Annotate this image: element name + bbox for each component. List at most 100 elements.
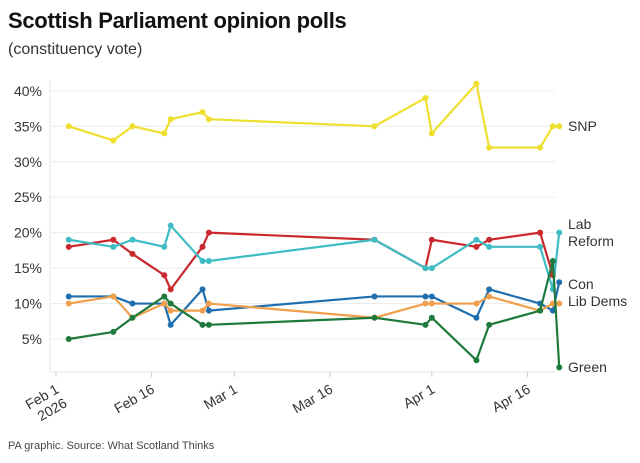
data-point bbox=[205, 300, 212, 307]
series-label: Green bbox=[568, 359, 607, 375]
data-point bbox=[161, 130, 168, 137]
data-point bbox=[486, 236, 493, 243]
data-point bbox=[473, 80, 480, 87]
data-point bbox=[65, 300, 72, 307]
data-point bbox=[199, 286, 206, 293]
data-point bbox=[167, 321, 174, 328]
series-label: Lib Dems bbox=[568, 293, 627, 309]
data-point bbox=[486, 293, 493, 300]
y-tick-label: 10% bbox=[14, 296, 42, 312]
data-point bbox=[199, 243, 206, 250]
series-label: Con bbox=[568, 276, 594, 292]
series-label: SNP bbox=[568, 118, 597, 134]
data-point bbox=[549, 258, 556, 265]
data-point bbox=[167, 116, 174, 123]
y-tick-label: 15% bbox=[14, 260, 42, 276]
data-point bbox=[129, 123, 136, 130]
y-tick-label: 30% bbox=[14, 154, 42, 170]
data-point bbox=[129, 300, 136, 307]
x-tick-label: Apr 1 bbox=[400, 381, 437, 412]
data-point bbox=[167, 222, 174, 229]
chart-title: Scottish Parliament opinion polls bbox=[8, 8, 347, 33]
y-tick-label: 25% bbox=[14, 189, 42, 205]
data-point bbox=[199, 258, 206, 265]
data-point bbox=[110, 236, 117, 243]
data-point bbox=[549, 307, 556, 314]
data-point bbox=[556, 229, 563, 236]
data-point bbox=[110, 293, 117, 300]
x-tick-label: Mar 1 bbox=[201, 381, 240, 413]
source-note: PA graphic. Source: What Scotland Thinks bbox=[8, 440, 215, 452]
data-point bbox=[167, 300, 174, 307]
data-point bbox=[428, 300, 435, 307]
data-point bbox=[110, 137, 117, 144]
series-label: Reform bbox=[568, 233, 614, 249]
data-point bbox=[422, 265, 429, 272]
data-point bbox=[205, 321, 212, 328]
data-point bbox=[65, 336, 72, 342]
data-point bbox=[65, 236, 72, 243]
data-point bbox=[473, 300, 480, 307]
data-point bbox=[537, 229, 544, 236]
data-point bbox=[129, 236, 136, 243]
data-point bbox=[473, 314, 480, 321]
data-point bbox=[371, 236, 378, 243]
y-tick-label: 5% bbox=[22, 331, 42, 347]
data-point bbox=[473, 357, 480, 364]
series-label: Lab bbox=[568, 216, 592, 232]
data-point bbox=[537, 243, 544, 250]
x-tick-label: Apr 16 bbox=[489, 381, 533, 416]
data-point bbox=[428, 314, 435, 321]
data-point bbox=[422, 321, 429, 328]
data-point bbox=[199, 307, 206, 314]
data-point bbox=[161, 272, 168, 279]
data-point bbox=[65, 293, 72, 300]
y-tick-label: 40% bbox=[14, 83, 42, 99]
data-point bbox=[161, 243, 168, 250]
x-tick-label: Feb 12026 bbox=[22, 381, 69, 427]
data-point bbox=[129, 250, 136, 257]
data-point bbox=[205, 307, 212, 314]
data-point bbox=[473, 243, 480, 250]
data-point bbox=[205, 116, 212, 123]
data-point bbox=[205, 258, 212, 265]
data-point bbox=[428, 293, 435, 300]
data-point bbox=[199, 109, 206, 116]
x-tick-label: Feb 16 bbox=[111, 381, 157, 417]
x-tick-label: Mar 16 bbox=[290, 381, 336, 417]
data-point bbox=[110, 328, 117, 335]
data-point bbox=[473, 236, 480, 243]
data-point bbox=[537, 307, 544, 314]
data-point bbox=[371, 123, 378, 130]
data-point bbox=[556, 279, 563, 286]
data-point bbox=[486, 286, 493, 293]
data-point bbox=[167, 307, 174, 314]
data-point bbox=[486, 144, 493, 151]
data-point bbox=[65, 243, 72, 250]
data-point bbox=[428, 130, 435, 137]
data-point bbox=[422, 293, 429, 300]
data-point bbox=[422, 300, 429, 307]
chart-subtitle: (constituency vote) bbox=[8, 41, 143, 58]
y-tick-label: 35% bbox=[14, 118, 42, 134]
data-point bbox=[537, 144, 544, 151]
series-line bbox=[68, 295, 560, 319]
data-point bbox=[161, 293, 168, 300]
data-point bbox=[167, 286, 174, 293]
data-point bbox=[161, 300, 168, 307]
data-point bbox=[486, 243, 493, 250]
series-line bbox=[68, 82, 560, 149]
data-point bbox=[428, 236, 435, 243]
data-point bbox=[199, 321, 206, 328]
data-point bbox=[129, 314, 136, 321]
data-point bbox=[486, 321, 493, 328]
data-point bbox=[110, 243, 117, 250]
series-line bbox=[68, 224, 561, 291]
data-point bbox=[428, 265, 435, 272]
data-point bbox=[556, 300, 563, 307]
data-point bbox=[549, 123, 556, 130]
data-point bbox=[65, 123, 72, 130]
data-point bbox=[556, 364, 563, 371]
data-point bbox=[422, 94, 429, 101]
y-tick-label: 20% bbox=[14, 225, 42, 241]
